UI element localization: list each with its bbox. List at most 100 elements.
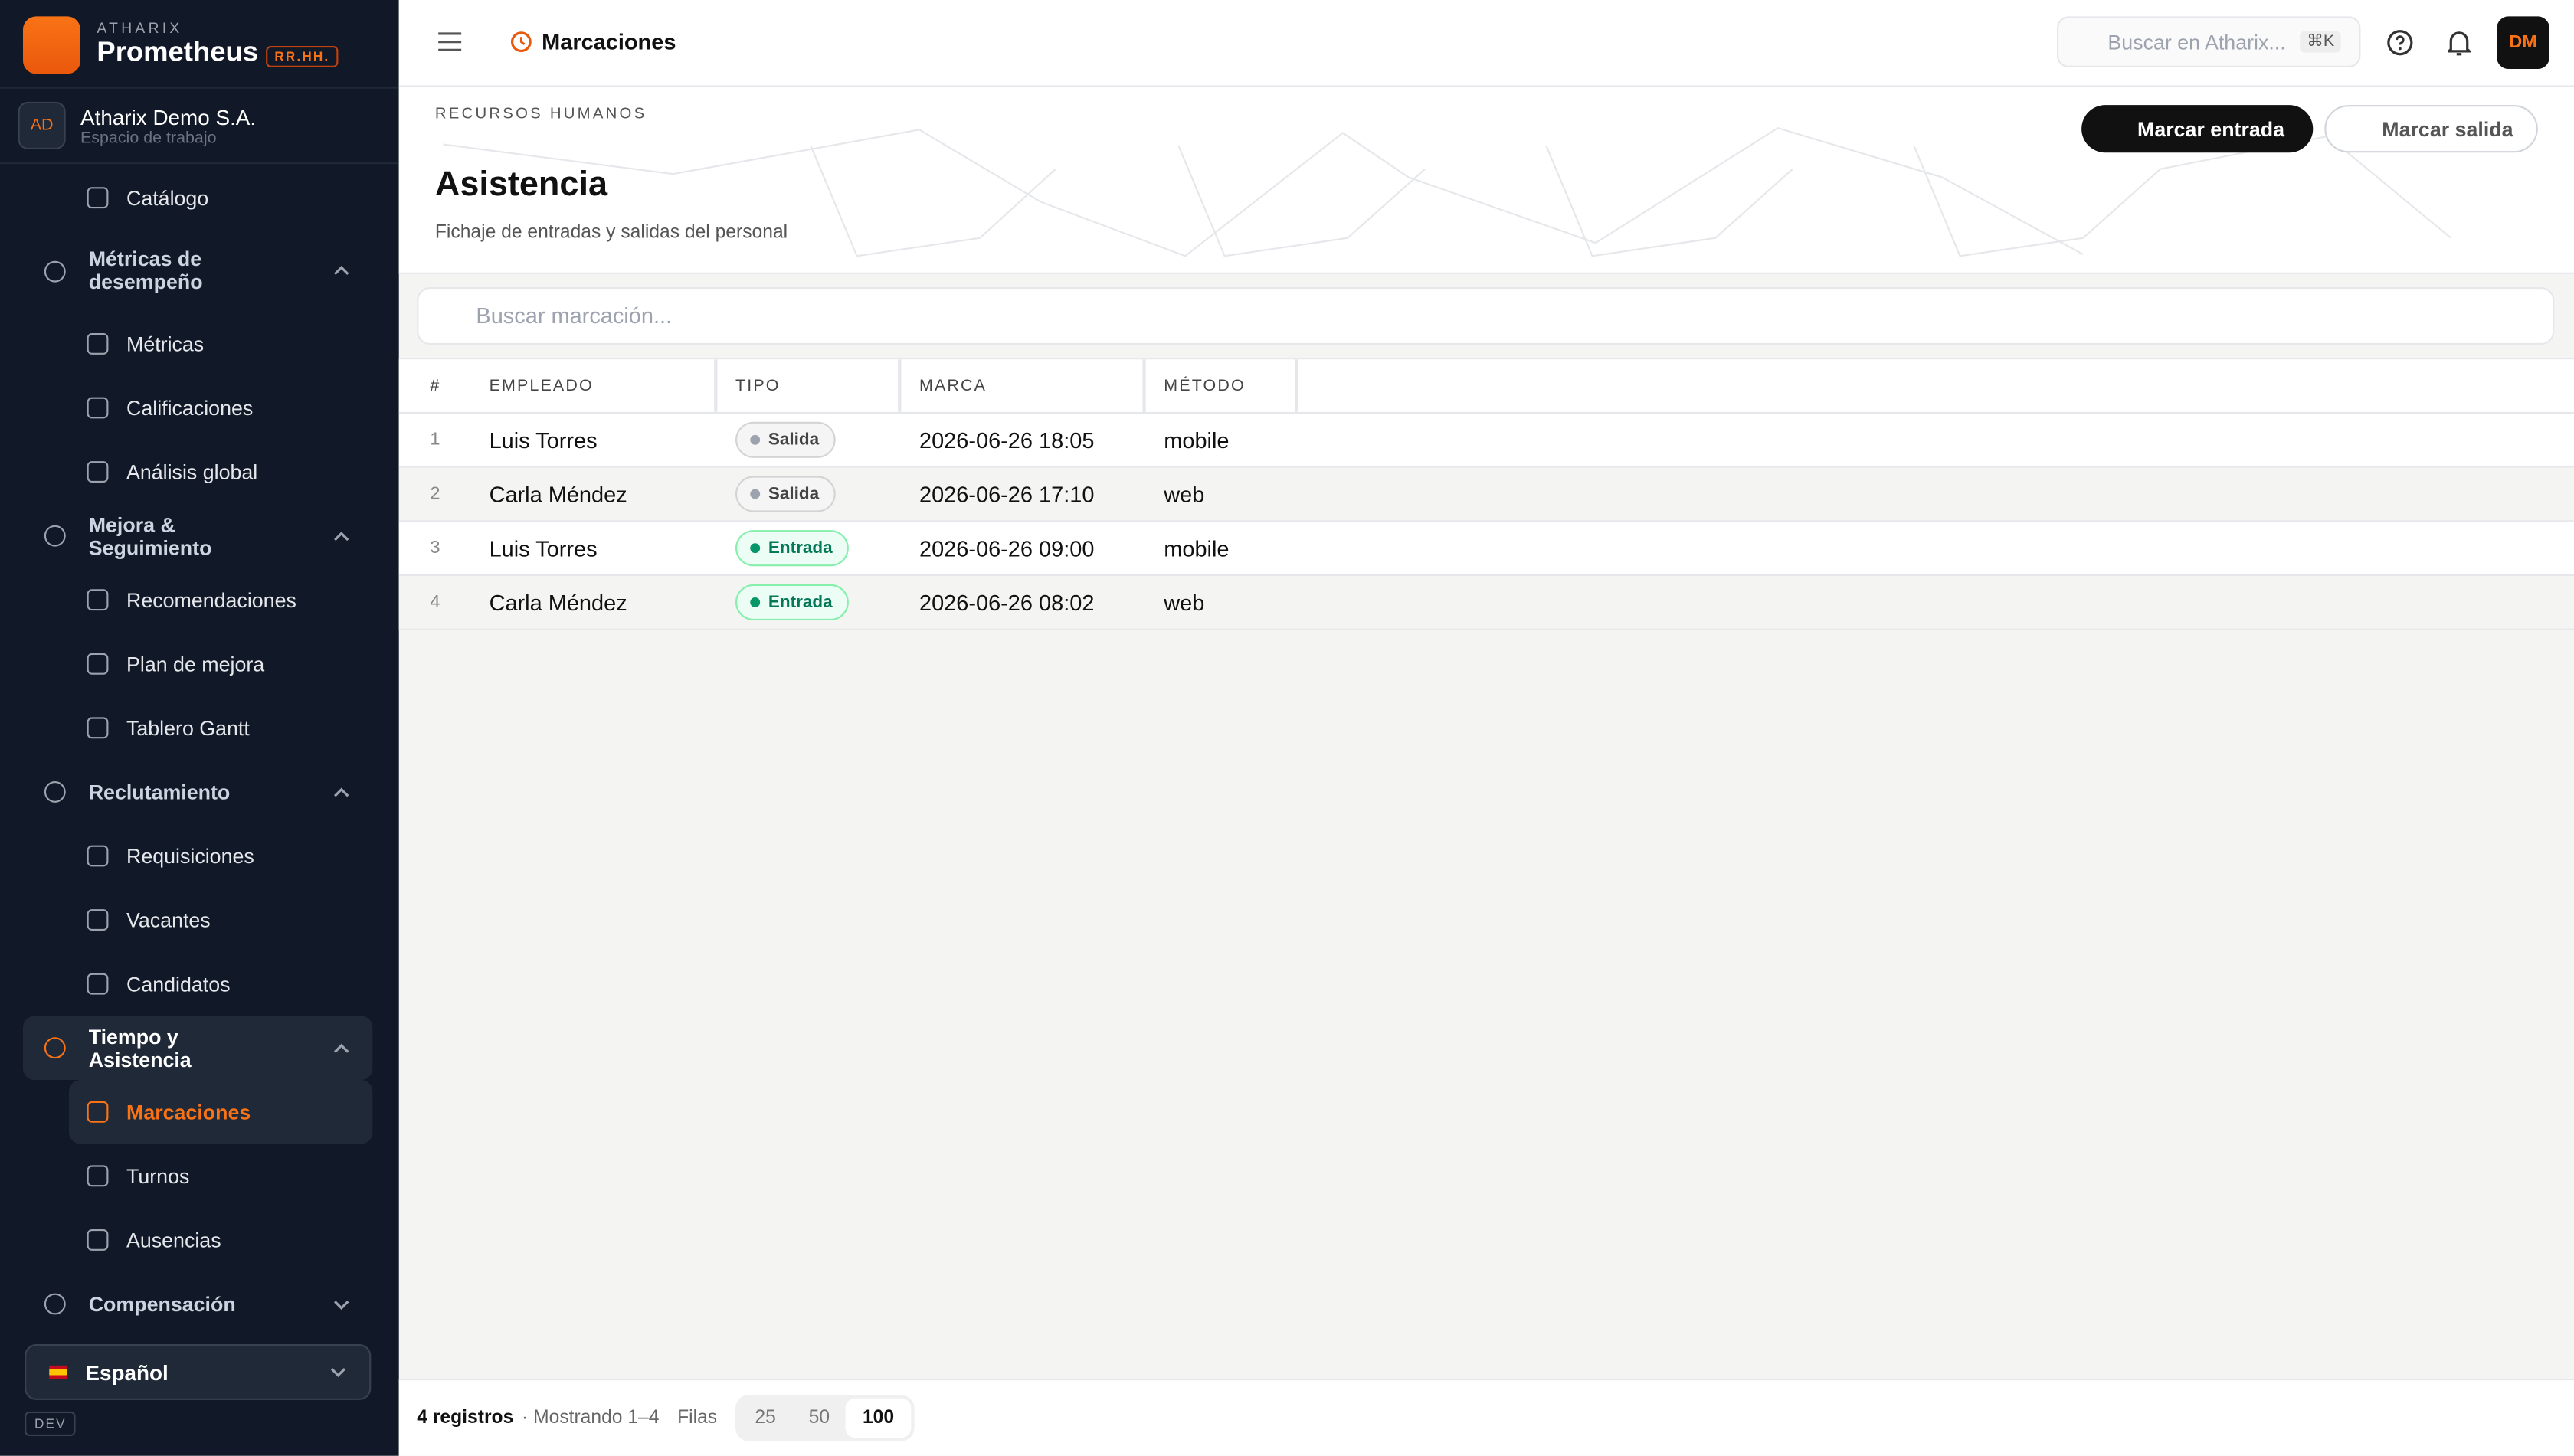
type-cell: Entrada: [717, 576, 901, 629]
row-number: 3: [430, 538, 440, 558]
employee-cell: Carla Méndez: [489, 590, 627, 615]
nav-icon: [44, 525, 66, 547]
table-header-row: # EMPLEADO TIPO MARCA MÉTODO: [398, 359, 2574, 414]
nav-item[interactable]: Plan de mejora: [69, 632, 372, 696]
nav-section[interactable]: Compensación: [23, 1272, 372, 1337]
type-cell: Salida: [717, 468, 901, 521]
chevron: [334, 787, 349, 797]
table-row[interactable]: 4 Carla Méndez Entrada 2026-06-26 08:02 web: [398, 576, 2574, 630]
nav-label: Mejora & Seguimiento: [88, 512, 212, 559]
nav-icon: [87, 653, 109, 675]
nav-item[interactable]: Catálogo: [69, 165, 372, 230]
nav-label: Métricas de desempeño: [88, 247, 203, 294]
nav-label: Plan de mejora: [126, 652, 265, 676]
method-cell: mobile: [1164, 535, 1230, 561]
badge-dot: [750, 597, 761, 607]
nav-item[interactable]: Calificaciones: [69, 376, 372, 440]
nav-item[interactable]: Candidatos: [69, 952, 372, 1016]
nav-icon: [87, 1101, 109, 1123]
help-button[interactable]: [2387, 30, 2413, 56]
table-footer: 4 registros · Mostrando 1–4 Filas 25 50 10…: [398, 1379, 2574, 1456]
nav-item[interactable]: Marcaciones: [69, 1080, 373, 1144]
type-badge: Salida: [735, 476, 836, 512]
language-select[interactable]: Español: [25, 1344, 372, 1400]
notifications-button[interactable]: [2448, 30, 2471, 56]
nav-item[interactable]: Recomendaciones: [69, 568, 372, 632]
employee-cell: Luis Torres: [489, 535, 598, 561]
nav-label: Métricas: [126, 332, 205, 355]
nav: Catálogo Métricas de desempeño Métricas Cal…: [23, 165, 373, 1337]
clock-icon: [510, 31, 532, 53]
mark-cell: 2026-06-26 09:00: [919, 535, 1095, 561]
nav-item[interactable]: Métricas: [69, 312, 372, 376]
badge-dot: [750, 543, 761, 554]
eyebrow: RECURSOS HUMANOS: [434, 105, 647, 123]
table-search[interactable]: Buscar marcación...: [417, 287, 2555, 345]
nav-label: Recomendaciones: [126, 588, 296, 612]
page-subtitle: Fichaje de entradas y salidas del person…: [434, 223, 788, 244]
nav-icon: [87, 845, 109, 867]
type-badge: Entrada: [735, 584, 850, 620]
column-header: EMPLEADO: [471, 359, 718, 412]
mark-cell: 2026-06-26 08:02: [919, 590, 1095, 615]
nav-icon: [87, 397, 109, 419]
nav-label: Análisis global: [126, 460, 258, 484]
nav-icon: [44, 1037, 66, 1059]
method-cell: web: [1164, 481, 1205, 507]
logo: [23, 15, 80, 74]
global-search[interactable]: Buscar en Atharix... ⌘K: [2057, 16, 2361, 67]
nav-item[interactable]: Turnos: [69, 1144, 372, 1209]
badge-dot: [750, 434, 761, 445]
nav-label: Tiempo y Asistencia: [88, 1025, 192, 1072]
table: # EMPLEADO TIPO MARCA MÉTODO 1 Luis Torres Sali…: [398, 358, 2574, 630]
nav-icon: [87, 589, 109, 611]
nav-section[interactable]: Tiempo y Asistencia: [23, 1016, 373, 1080]
nav-section[interactable]: Métricas de desempeño: [23, 230, 372, 312]
page-size-option[interactable]: 25: [755, 1408, 776, 1428]
employee-cell: Luis Torres: [489, 427, 598, 453]
badge-label: Entrada: [768, 592, 833, 613]
workspace-subtitle: Espacio de trabajo: [80, 129, 217, 147]
type-cell: Entrada: [717, 522, 901, 574]
flag-icon: [49, 1365, 67, 1379]
nav-item[interactable]: Ausencias: [69, 1208, 372, 1272]
nav-item[interactable]: Vacantes: [69, 888, 372, 952]
menu-button[interactable]: [437, 31, 463, 53]
nav-section[interactable]: Reclutamiento: [23, 760, 372, 824]
workspace-name: Atharix Demo S.A.: [80, 104, 257, 129]
page-size-option[interactable]: 50: [808, 1408, 830, 1428]
nav-item[interactable]: Requisiciones: [69, 824, 372, 888]
nav-item[interactable]: Análisis global: [69, 440, 372, 504]
column-header: #: [430, 376, 441, 395]
clock-out-button[interactable]: Marcar salida: [2324, 105, 2538, 153]
table-row[interactable]: 2 Carla Méndez Salida 2026-06-26 17:10 web: [398, 467, 2574, 522]
nav-label: Compensación: [88, 1292, 236, 1316]
table-row[interactable]: 1 Luis Torres Salida 2026-06-26 18:05 mobile: [398, 414, 2574, 468]
table-row[interactable]: 3 Luis Torres Entrada 2026-06-26 09:00 mobil…: [398, 522, 2574, 577]
row-number: 1: [430, 430, 440, 450]
nav-icon: [87, 333, 109, 355]
badge-label: Salida: [768, 484, 820, 504]
nav-label: Requisiciones: [126, 844, 254, 868]
shortcut: ⌘K: [2300, 31, 2341, 53]
page-size-option[interactable]: 100: [846, 1398, 911, 1438]
showing-range: · Mostrando 1–4: [522, 1408, 660, 1428]
nav-icon: [87, 973, 109, 995]
column-header: MÉTODO: [1146, 359, 1298, 412]
chevron: [334, 1042, 349, 1052]
row-number: 4: [430, 592, 440, 613]
workspace-switcher[interactable]: AD Atharix Demo S.A. Espacio de trabajo: [0, 87, 399, 165]
clock-in-button[interactable]: Marcar entrada: [2081, 105, 2314, 153]
product-tag: RR.HH.: [266, 46, 339, 67]
user-avatar[interactable]: DM: [2497, 16, 2549, 69]
chevron: [334, 1300, 349, 1310]
nav-section[interactable]: Mejora & Seguimiento: [23, 504, 372, 568]
nav-item[interactable]: Tablero Gantt: [69, 696, 372, 761]
badge-label: Salida: [768, 430, 820, 450]
brand: ATHARIX Prometheus RR.HH.: [23, 15, 339, 74]
method-cell: web: [1164, 590, 1205, 615]
nav-icon: [44, 260, 66, 282]
workspace-initials: AD: [18, 101, 66, 149]
nav-label: Catálogo: [126, 186, 209, 210]
